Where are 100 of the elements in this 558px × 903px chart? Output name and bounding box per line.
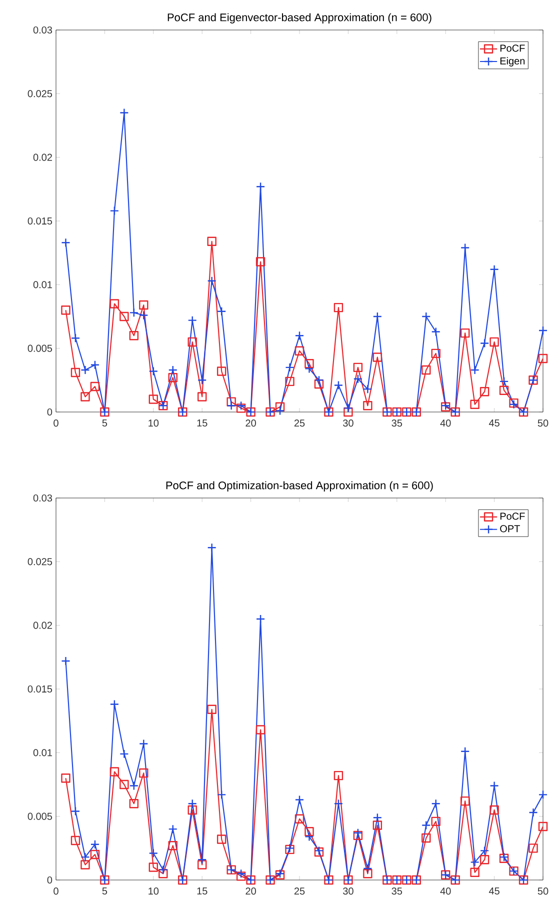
point — [304, 827, 314, 836]
point — [168, 841, 178, 850]
point — [256, 182, 266, 192]
point — [148, 848, 158, 858]
x-tick-label: 45 — [488, 888, 500, 895]
y-tick-label: 0.005 — [28, 344, 52, 352]
point — [460, 796, 470, 806]
point — [148, 366, 158, 376]
point — [314, 376, 324, 385]
point — [236, 872, 246, 881]
x-tick-label: 10 — [148, 420, 159, 427]
point — [285, 362, 294, 372]
point — [490, 805, 499, 815]
point — [70, 334, 80, 343]
point — [61, 774, 70, 783]
point — [216, 834, 226, 844]
point — [294, 814, 304, 824]
point — [460, 243, 470, 252]
point — [168, 373, 178, 382]
x-tick-label: 25 — [294, 420, 305, 427]
point — [80, 365, 90, 375]
point — [528, 844, 538, 853]
y-tick-label: 0.025 — [28, 558, 52, 566]
point — [148, 862, 158, 872]
point — [480, 846, 490, 856]
y-tick-label: 0.03 — [33, 26, 52, 34]
point — [188, 799, 197, 808]
point — [499, 386, 509, 395]
point — [80, 392, 90, 402]
point — [110, 206, 120, 216]
point — [499, 376, 509, 386]
y-tick-label: 0.02 — [33, 154, 52, 161]
point — [110, 700, 120, 709]
point — [90, 850, 100, 860]
point — [207, 236, 216, 246]
point — [188, 805, 197, 815]
legend-label: OPT — [500, 525, 520, 532]
point — [460, 328, 470, 338]
point — [139, 739, 148, 748]
point — [431, 327, 440, 336]
point — [70, 806, 80, 816]
point — [422, 312, 431, 322]
y-tick-label: 0.015 — [28, 217, 52, 225]
point — [168, 365, 178, 375]
x-tick-label: 45 — [488, 420, 500, 427]
point — [353, 830, 363, 840]
point — [120, 749, 129, 759]
point — [304, 364, 314, 374]
point — [216, 306, 226, 316]
point — [538, 326, 548, 336]
point — [480, 338, 490, 348]
point — [460, 746, 470, 756]
point — [422, 820, 431, 830]
point — [372, 352, 382, 362]
point — [216, 366, 226, 376]
point — [334, 302, 344, 312]
point — [538, 354, 548, 364]
point — [528, 808, 538, 818]
point — [129, 330, 139, 340]
y-tick-label: 0.01 — [33, 281, 52, 288]
point — [120, 780, 129, 790]
point — [363, 864, 372, 874]
chart-title: PoCF and Eigenvector-based Approximation (n = 600) — [168, 13, 432, 24]
point — [294, 330, 304, 340]
legend-label: Eigen — [500, 57, 525, 66]
point — [236, 869, 246, 878]
x-tick-label: 30 — [343, 888, 354, 895]
point — [344, 404, 353, 413]
point — [61, 238, 70, 248]
x-tick-label: 15 — [197, 420, 208, 427]
y-tick-label: 0.02 — [33, 622, 52, 629]
point — [61, 656, 70, 666]
y-tick-label: 0 — [47, 408, 52, 416]
x-tick-label: 25 — [294, 888, 305, 895]
x-tick-label: 20 — [246, 420, 256, 427]
point — [372, 820, 382, 830]
point — [431, 799, 440, 808]
point — [139, 310, 148, 320]
point — [188, 337, 197, 347]
y-tick-label: 0.005 — [28, 812, 52, 820]
point — [226, 401, 236, 410]
point — [226, 397, 236, 406]
x-tick-label: 10 — [148, 888, 159, 895]
point — [129, 308, 139, 318]
point — [538, 790, 548, 800]
point — [129, 799, 139, 808]
point — [372, 813, 382, 822]
point — [80, 852, 90, 862]
point — [353, 362, 363, 372]
point — [363, 384, 372, 394]
point — [275, 406, 285, 416]
y-tick-label: 0.015 — [28, 685, 52, 693]
point — [363, 401, 372, 410]
point — [422, 833, 431, 843]
point — [216, 790, 226, 800]
chart-title: PoCF and Optimization-based Approximation (n = 600) — [166, 481, 433, 492]
point — [90, 840, 100, 849]
point — [431, 816, 440, 826]
point — [353, 828, 363, 838]
point — [256, 257, 266, 266]
